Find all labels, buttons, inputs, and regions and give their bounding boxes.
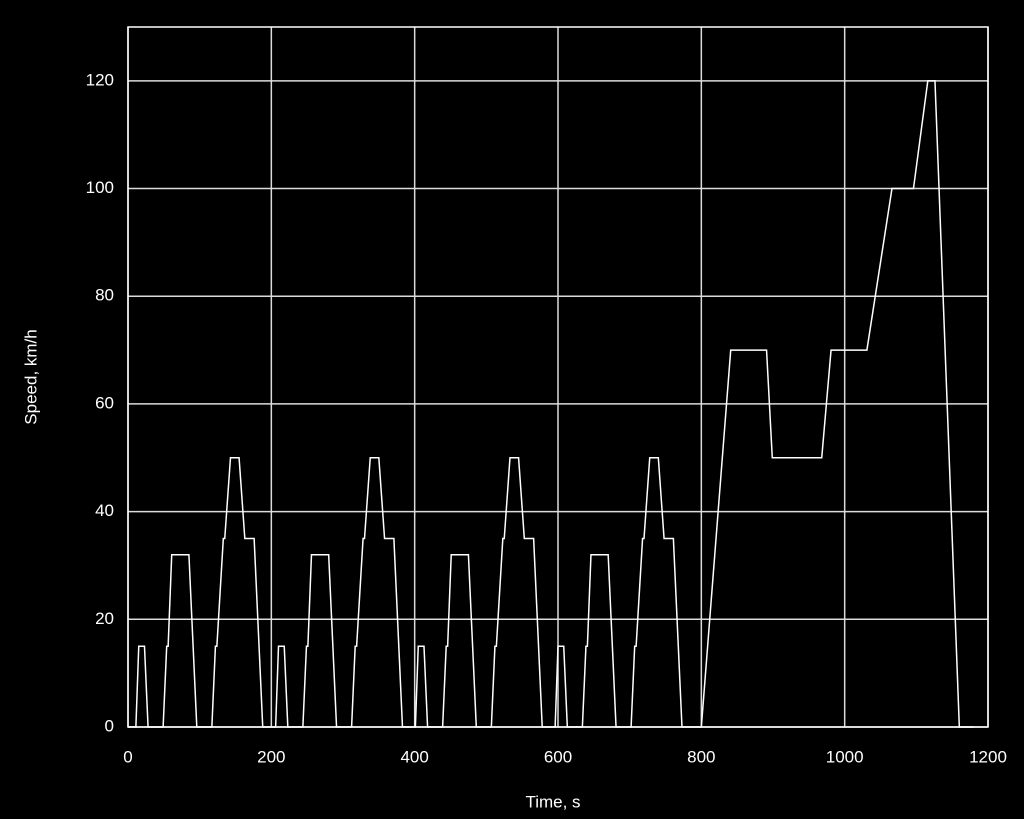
y-tick-label: 0 xyxy=(105,716,114,735)
y-tick-label: 20 xyxy=(95,609,114,628)
plot-frame xyxy=(127,26,989,728)
y-tick-label: 40 xyxy=(95,501,114,520)
speed-line xyxy=(128,80,974,728)
y-axis-label: Speed, km/h xyxy=(21,329,40,424)
x-tick-label: 800 xyxy=(687,747,715,766)
x-tick-label: 1200 xyxy=(969,747,1007,766)
y-tick-label: 120 xyxy=(86,70,114,89)
y-tick-label: 60 xyxy=(95,393,114,412)
x-tick-label: 0 xyxy=(123,747,132,766)
x-tick-label: 1000 xyxy=(826,747,864,766)
y-tick-label: 100 xyxy=(86,178,114,197)
x-axis-label: Time, s xyxy=(525,792,580,811)
x-tick-label: 600 xyxy=(544,747,572,766)
y-tick-label: 80 xyxy=(95,286,114,305)
x-tick-label: 400 xyxy=(400,747,428,766)
x-tick-label: 200 xyxy=(257,747,285,766)
